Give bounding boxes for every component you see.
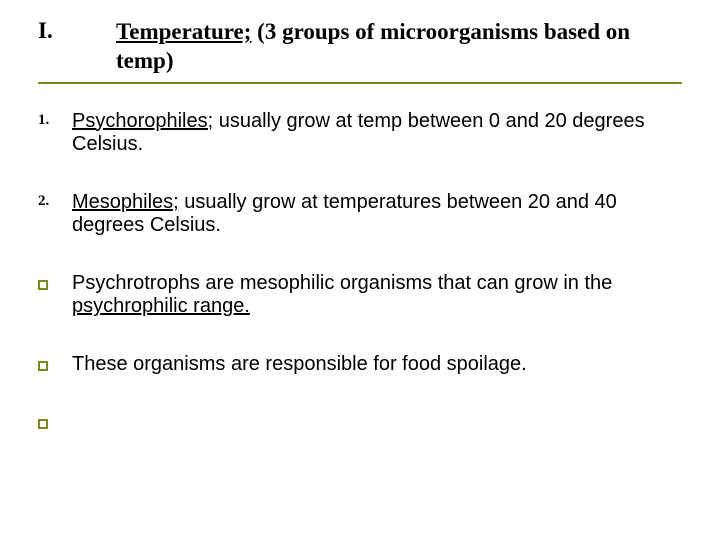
list-item: These organisms are responsible for food… xyxy=(38,353,682,377)
list-item: Psychrotrophs are mesophilic organisms t… xyxy=(38,272,682,319)
title-underlined: Temperature; xyxy=(116,19,251,44)
square-bullet-icon xyxy=(38,280,48,290)
title-divider xyxy=(38,82,682,84)
item-text: Mesophiles; usually grow at temperatures… xyxy=(72,191,682,238)
slide-title-row: I. Temperature; (3 groups of microorgani… xyxy=(38,18,682,76)
square-bullet-icon xyxy=(38,272,72,295)
item-text: Psychrotrophs are mesophilic organisms t… xyxy=(72,272,682,319)
item-number: 1. xyxy=(38,110,72,129)
title-roman-numeral: I. xyxy=(38,18,116,44)
item-text: Psychorophiles; usually grow at temp bet… xyxy=(72,110,682,157)
list-item: 1. Psychorophiles; usually grow at temp … xyxy=(38,110,682,157)
item-text: These organisms are responsible for food… xyxy=(72,353,527,377)
item-lead: Psychorophiles; xyxy=(72,110,213,132)
item-lead: Mesophiles; xyxy=(72,191,179,213)
item-underlined: psychrophilic range. xyxy=(72,295,250,317)
item-pre: Psychrotrophs are mesophilic organisms t… xyxy=(72,272,612,294)
square-bullet-icon xyxy=(38,353,72,376)
list-item xyxy=(38,411,682,434)
square-bullet-icon xyxy=(38,361,48,371)
item-number: 2. xyxy=(38,191,72,210)
slide-title: Temperature; (3 groups of microorganisms… xyxy=(116,18,682,76)
list-item: 2. Mesophiles; usually grow at temperatu… xyxy=(38,191,682,238)
square-bullet-icon xyxy=(38,411,72,434)
square-bullet-icon xyxy=(38,419,48,429)
